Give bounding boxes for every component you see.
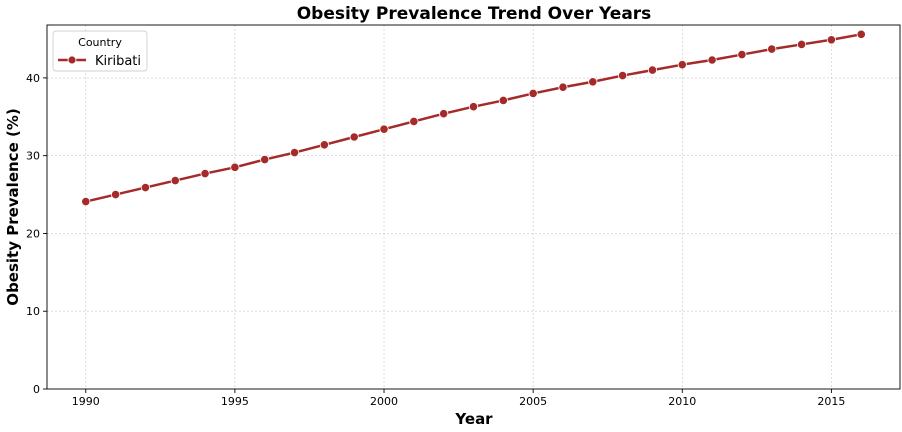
data-point: [558, 82, 568, 92]
data-point: [647, 65, 658, 75]
data-point: [200, 168, 210, 179]
data-point: [796, 39, 807, 50]
data-point: [439, 109, 449, 119]
axis-ticks: 1990 1995 2000 2005 2010 2015 0 10 20 30 40: [26, 72, 845, 408]
data-point: [707, 55, 717, 65]
y-tick-label: 40: [26, 72, 40, 85]
data-point: [140, 182, 151, 193]
data-point: [349, 132, 359, 142]
data-point: [260, 154, 270, 165]
data-point: [170, 175, 180, 186]
data-point: [468, 102, 479, 112]
data-point: [289, 147, 300, 158]
data-point: [826, 35, 837, 45]
data-point: [856, 29, 866, 39]
data-point: [737, 49, 747, 60]
y-axis-label: Obesity Prevalence (%): [4, 108, 22, 305]
chart-title: Obesity Prevalence Trend Over Years: [297, 4, 652, 24]
x-tick-label: 2005: [519, 395, 547, 408]
data-point: [319, 140, 329, 150]
x-tick-label: 1990: [72, 395, 100, 408]
y-tick-label: 20: [26, 227, 40, 240]
data-point: [230, 162, 240, 172]
series-layer: [81, 29, 866, 207]
plot-frame: [46, 24, 901, 390]
data-point: [409, 116, 419, 127]
data-point: [588, 77, 598, 87]
legend-label-kiribati: Kiribati: [95, 54, 141, 69]
data-point: [767, 44, 777, 54]
data-point: [677, 60, 687, 70]
legend-swatch-marker: [67, 55, 77, 65]
legend-title: Country: [78, 36, 122, 49]
y-tick-label: 30: [26, 150, 40, 163]
y-tick-label: 10: [26, 305, 40, 318]
data-point: [498, 95, 508, 106]
data-point: [81, 196, 91, 207]
data-point: [618, 70, 628, 81]
x-tick-label: 2000: [370, 395, 398, 408]
x-tick-label: 2015: [817, 395, 845, 408]
grid: [47, 25, 900, 390]
y-tick-label: 0: [33, 383, 40, 396]
data-point: [379, 124, 389, 134]
data-point: [110, 189, 121, 200]
legend: Country Kiribati: [52, 30, 148, 72]
x-tick-label: 1995: [221, 395, 249, 408]
x-tick-label: 2010: [668, 395, 696, 408]
data-point: [528, 88, 538, 99]
x-axis-label: Year: [454, 410, 493, 428]
